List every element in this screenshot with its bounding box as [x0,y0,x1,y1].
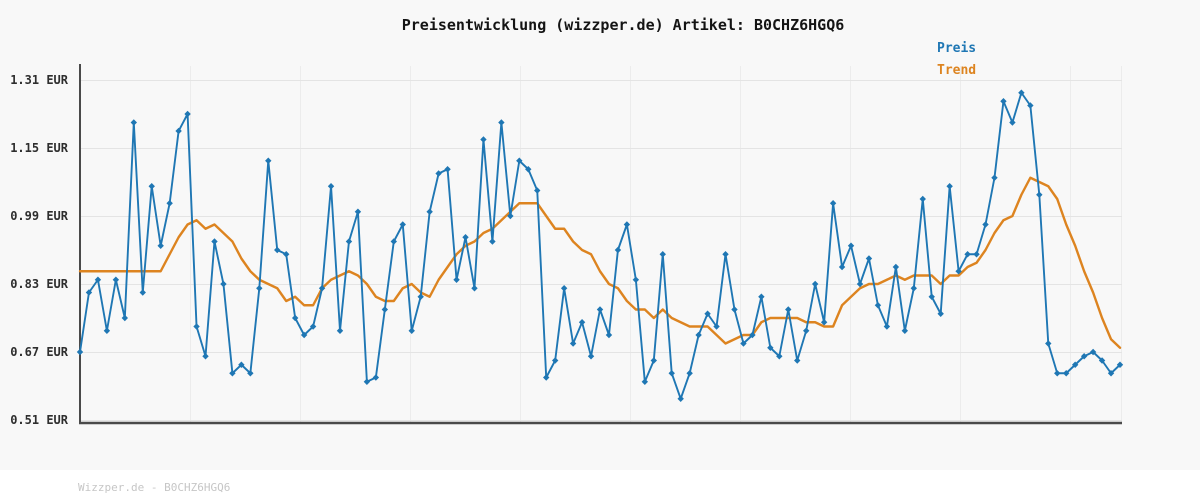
watermark-text: Wizzper.de - B0CHZ6HGQ6 [78,481,231,494]
trend-line [78,176,1122,349]
y-axis-tick-1-31: 1.31 EUR [10,73,68,87]
y-axis-tick-0-51: 0.51 EUR [10,413,68,427]
h-gridlines [80,80,1122,421]
footer-strip [0,470,1200,500]
chart-legend: Preis Trend [937,38,976,82]
legend-item-trend: Trend [937,63,977,78]
y-axis-tick-0-83: 0.83 EUR [10,277,68,291]
v-gridlines [190,66,1122,422]
y-axis-tick-0-99: 0.99 EUR [10,209,68,223]
y-axis-tick-0-67: 0.67 EUR [10,345,68,359]
legend-item-preis: Preis [937,41,977,56]
y-axis-tick-1-15: 1.15 EUR [10,141,68,155]
price-point-markers [76,89,1124,402]
chart-title: Preisentwicklung (wizzper.de) Artikel: B… [401,16,845,34]
plot-area [76,64,1124,425]
